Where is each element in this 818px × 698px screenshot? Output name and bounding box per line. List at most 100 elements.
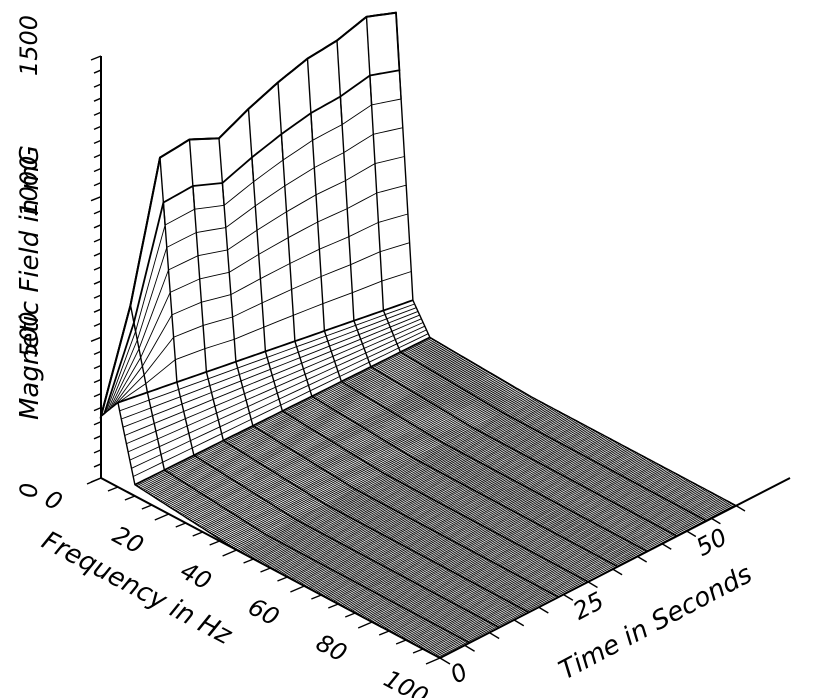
y-tick <box>93 69 102 74</box>
y-tick <box>93 252 102 257</box>
y-tick <box>93 322 102 327</box>
z-tick <box>685 529 697 538</box>
y-tick-label: 500 <box>15 312 43 358</box>
y-tick <box>90 55 102 61</box>
y-tick <box>93 111 102 116</box>
time-slice-line <box>129 305 470 644</box>
y-tick <box>93 350 102 356</box>
time-slice-line <box>277 82 618 567</box>
ridge-line <box>134 336 431 486</box>
y-tick <box>90 196 102 202</box>
y-tick <box>93 463 102 468</box>
y-tick <box>93 266 102 271</box>
curtain-face <box>99 11 401 419</box>
y-tick <box>93 125 102 130</box>
x-tick <box>154 513 170 521</box>
x-tick <box>107 486 119 492</box>
x-tick <box>357 621 373 629</box>
x-tick <box>412 648 424 654</box>
curtain-line <box>277 82 284 161</box>
x-tick <box>175 522 187 528</box>
x-tick <box>124 495 136 501</box>
y-tick-label: 0 <box>15 483 43 498</box>
z-tick <box>710 517 721 525</box>
y-tick <box>93 364 102 370</box>
x-tick <box>222 549 237 557</box>
curtain-line <box>395 12 402 100</box>
y-axis-label: Magnetic Field in mG <box>15 145 45 420</box>
ridge-line <box>117 299 414 404</box>
z-tick-label: 0 <box>446 657 473 689</box>
x-tick <box>243 558 254 564</box>
curtain-line <box>336 40 343 125</box>
y-tick <box>93 83 102 88</box>
peak-curtain <box>99 11 402 419</box>
z-tick <box>513 619 525 627</box>
x-tick <box>141 504 153 510</box>
x-tick-label: 0 <box>40 485 67 517</box>
curtain-line <box>365 16 373 105</box>
z-tick-label: 25 <box>569 586 609 625</box>
y-tick <box>93 308 102 313</box>
y-tick <box>93 435 102 440</box>
peak-ridge-line <box>100 11 397 417</box>
z-tick <box>488 631 500 640</box>
y-tick <box>93 97 102 102</box>
time-slice-line <box>395 12 736 506</box>
time-slice-line <box>306 58 647 552</box>
y-tick <box>93 421 102 426</box>
y-tick <box>93 378 102 384</box>
x-tick-label: 80 <box>311 629 351 668</box>
y-tick <box>93 153 102 159</box>
x-tick-label: 60 <box>244 593 284 632</box>
z-tick <box>611 568 623 576</box>
time-slice-line <box>188 139 529 613</box>
y-tick <box>93 280 102 285</box>
y-tick <box>93 294 102 299</box>
time-slice-line <box>218 138 559 598</box>
x-tick <box>277 576 288 582</box>
x-tick <box>328 603 339 609</box>
y-tick-label: 1500 <box>15 15 43 76</box>
y-tick <box>93 167 102 173</box>
y-tick <box>93 224 102 229</box>
z-tick-label: 50 <box>692 523 732 562</box>
y-tick-label: 1000 <box>15 156 43 217</box>
z-tick <box>562 593 574 601</box>
curtain-line <box>159 157 166 226</box>
time-slice-line <box>365 16 706 521</box>
x-tick <box>290 585 305 593</box>
time-slice-line <box>336 40 677 537</box>
x-tick-label: 20 <box>108 521 148 560</box>
x-tick <box>344 612 356 618</box>
y-tick <box>93 238 102 243</box>
y-tick <box>93 181 102 187</box>
z-tick <box>587 580 598 589</box>
y-tick <box>93 449 102 454</box>
curtain-line <box>247 108 255 182</box>
z-tick <box>537 606 549 614</box>
x-tick-label: 100 <box>379 665 433 698</box>
curtain-line <box>129 305 137 332</box>
z-tick <box>734 504 746 512</box>
y-tick <box>93 407 102 412</box>
z-tick <box>439 657 451 665</box>
x-tick <box>378 630 390 636</box>
z-tick <box>660 542 672 550</box>
x-tick <box>192 531 203 537</box>
y-tick <box>93 210 102 215</box>
x-tick <box>260 567 271 573</box>
x-tick <box>425 657 441 665</box>
curtain-line <box>188 139 196 210</box>
y-tick <box>90 336 102 342</box>
z-axis-line <box>439 477 791 659</box>
surface-mesh <box>99 11 736 659</box>
y-tick <box>93 139 102 145</box>
z-tick <box>636 555 648 563</box>
x-tick <box>395 639 407 645</box>
time-slice-line <box>247 108 588 583</box>
x-tick <box>311 594 322 600</box>
x-tick <box>209 540 220 546</box>
curtain-line <box>218 138 225 206</box>
